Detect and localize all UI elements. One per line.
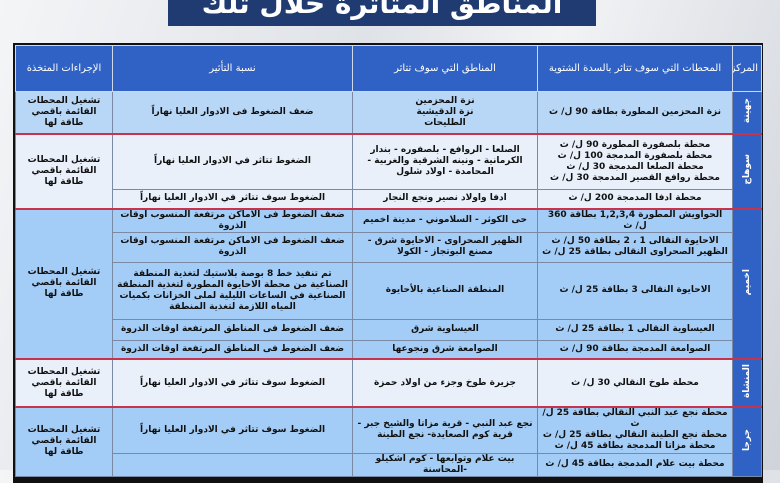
stations-cell: العيساوية النقالى 1 بطاقة 25 ل/ ث [537, 318, 733, 341]
center-name: المنشاة [741, 363, 752, 399]
impact-cell: ضعف الضغوط فى الادوار العليا نهاراً [112, 91, 353, 134]
center-name: جهينة [741, 97, 752, 123]
action-cell: تشغيل المحطات القائمة باقصي طاقة لها [15, 91, 113, 134]
impact-cell: ضعف الضغوط فى الاماكن مرتفعة المنسوب اوق… [112, 231, 353, 263]
table-row: اخميم الحواويش المطورة 1,2,3,4 بطاقة 360 … [15, 207, 762, 360]
impact-cell: الضغوط سوف تتاثر في الادوار العليا نهارا… [112, 406, 353, 454]
stations-cell: محطة بيت علام المدمجة بطاقة 45 ل/ ث [537, 452, 733, 477]
stations-cell: محطة بلصفورة المطورة 90 ل/ ث محطة بلصفور… [537, 132, 733, 190]
impact-cell: ضعف الضغوط فى المناطق المرتفعة اوقات الذ… [112, 318, 353, 341]
table-row: الاحايوة النقالى 3 بطاقة 25 ل/ ث المنطقة … [16, 261, 762, 320]
stations-cell: محطة ادفا المدمجة 200 ل/ ث [537, 189, 733, 209]
center-cell: جهينة [732, 91, 762, 134]
header-actions: الإجراءات المتخذة [15, 45, 113, 92]
center-name: اخميم [741, 268, 752, 295]
impact-cell: ضعف الضغوط فى المناطق المرتفعة اوقات الذ… [112, 339, 353, 360]
action-cell: تشغيل المحطات القائمة باقصي طاقة لها [15, 358, 113, 408]
stations-cell: الاحايوة النقالى 3 بطاقة 25 ل/ ث [537, 261, 733, 320]
page-title: المناطق المتأثرة خلال تلك الفترة [168, 0, 596, 26]
areas-cell: بيت علام وتوابعها - كوم أشكيلو -المحاسنة [352, 452, 538, 477]
table-row: سوهاج محطة بلصفورة المطورة 90 ل/ ث محطة ب… [15, 132, 762, 209]
areas-cell: حى الكوثر - السلاموني - مدينة اخميم [352, 207, 538, 233]
center-cell: سوهاج [732, 132, 762, 209]
stations-cell: محطة طوخ النقالي 30 ل/ ث [537, 358, 733, 408]
table-row: محطة ادفا المدمجة 200 ل/ ث ادفا واولاد نص… [16, 189, 762, 209]
action-cell: تشغيل المحطات القائمة باقصي طاقة لها [15, 132, 113, 209]
areas-cell: الصوامعة شرق ونجوعها [352, 339, 538, 360]
areas-cell: الصلعا - الروافع - بلصفوره - بندار الكرم… [352, 132, 538, 190]
impact-cell: الضغوط تتاثر في الادوار العليا نهاراً [112, 132, 353, 190]
table-row: المنشاة محطة طوخ النقالي 30 ل/ ث جزيرة طوخ… [15, 358, 762, 408]
header-center: المركز [732, 45, 762, 92]
impact-cell: ضعف الضغوط فى الاماكن مرتفعة المنسوب اوق… [112, 207, 353, 233]
areas-cell: نجع عبد النبي - قرية مزاتا والشيخ جبر - … [352, 406, 538, 454]
action-cell: تشغيل المحطات القائمة باقصي طاقة لها [15, 406, 113, 477]
affected-areas-table: المركز المحطات التي سوف تتاثر بالسدة الش… [13, 43, 763, 483]
center-cell: جرجا [732, 406, 762, 477]
center-name: جرجا [741, 428, 752, 451]
areas-cell: جزيرة طوخ وجزء من اولاد حمزة [352, 358, 538, 408]
center-cell: المنشاة [732, 358, 762, 408]
stations-cell: الاحايوة النقالى 1 ، 2 بطاقة 50 ل/ ث الظ… [537, 231, 733, 263]
areas-cell: الظهير الصحراوى - الاحايوة شرق - مصنع ال… [352, 231, 538, 263]
center-name: سوهاج [741, 153, 752, 185]
areas-cell: العيساوية شرق [352, 318, 538, 341]
stations-cell: الحواويش المطورة 1,2,3,4 بطاقة 360 ل/ ث [537, 207, 733, 233]
header-stations: المحطات التي سوف تتاثر بالسدة الشتوية [537, 45, 733, 92]
areas-cell: المنطقة الصناعية بالأحايوة [352, 261, 538, 320]
impact-cell: الضغوط سوف تتاثر في الادوار العليا نهارا… [112, 189, 353, 209]
areas-cell: نزة المحزمين نزة الدقيشية الطليحات [352, 91, 538, 134]
header-impact: نسبة التأثير [112, 45, 353, 92]
impact-cell [112, 452, 353, 477]
table-row: الصوامعة المدمجة بطاقة 90 ل/ ث الصوامعة ش… [16, 339, 762, 360]
table-row: جرجا محطة نجع عبد النبي النقالي بطاقة 25 … [15, 406, 762, 477]
table-header: المركز المحطات التي سوف تتاثر بالسدة الش… [15, 45, 762, 92]
impact-cell: الضغوط سوف تتاثر في الادوار العليا نهارا… [112, 358, 353, 408]
table-row: العيساوية النقالى 1 بطاقة 25 ل/ ث العيساو… [16, 318, 762, 341]
impact-cell: تم تنفيذ خط 8 بوصة بلاستيك لتغذية المنطق… [112, 261, 353, 320]
stations-cell: محطة نجع عبد النبي النقالي بطاقة 25 ل/ ث… [537, 406, 733, 454]
header-areas: المناطق التي سوف تتاثر [352, 45, 538, 92]
table-row: الاحايوة النقالى 1 ، 2 بطاقة 50 ل/ ث الظ… [16, 231, 762, 263]
stations-cell: نزة المحزمين المطورة بطاقة 90 ل/ ث [537, 91, 733, 134]
center-cell: اخميم [732, 207, 762, 360]
action-cell: تشغيل المحطات القائمة باقصي طاقة لها [15, 207, 113, 360]
areas-cell: ادفا واولاد نصير ونجع النجار [352, 189, 538, 209]
stations-cell: الصوامعة المدمجة بطاقة 90 ل/ ث [537, 339, 733, 360]
table-row: محطة بيت علام المدمجة بطاقة 45 ل/ ث بيت ع… [16, 452, 762, 477]
